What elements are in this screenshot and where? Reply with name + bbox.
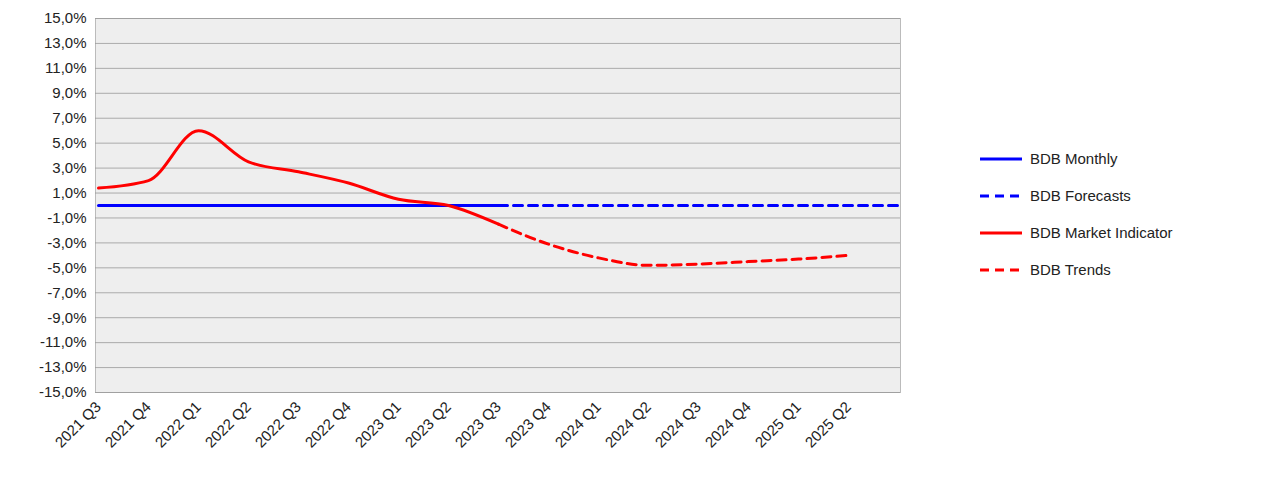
svg-text:9,0%: 9,0% <box>52 84 86 101</box>
svg-text:2022 Q4: 2022 Q4 <box>301 398 354 451</box>
svg-text:7,0%: 7,0% <box>52 109 86 126</box>
svg-text:15,0%: 15,0% <box>44 9 87 26</box>
svg-text:-9,0%: -9,0% <box>47 309 86 326</box>
html-text:BDB Monthly: BDB Monthly <box>1030 150 1118 167</box>
svg-text:-7,0%: -7,0% <box>47 284 86 301</box>
svg-text:2022 Q1: 2022 Q1 <box>151 398 204 451</box>
svg-text:2023 Q1: 2023 Q1 <box>351 398 404 451</box>
svg-text:2023 Q4: 2023 Q4 <box>501 398 554 451</box>
svg-text:-3,0%: -3,0% <box>47 234 86 251</box>
svg-text:-5,0%: -5,0% <box>47 259 86 276</box>
svg-text:11,0%: 11,0% <box>45 59 86 76</box>
svg-text:-13,0%: -13,0% <box>39 358 87 375</box>
svg-text:3,0%: 3,0% <box>52 159 86 176</box>
svg-text:2023 Q3: 2023 Q3 <box>451 398 504 451</box>
svg-text:-15,0%: -15,0% <box>39 383 87 400</box>
svg-text:13,0%: 13,0% <box>44 34 87 51</box>
svg-text:1,0%: 1,0% <box>52 184 86 201</box>
svg-text:2024 Q2: 2024 Q2 <box>601 398 654 451</box>
svg-text:2025 Q2: 2025 Q2 <box>801 398 854 451</box>
html-text:BDB Market Indicator: BDB Market Indicator <box>1030 224 1173 241</box>
svg-text:5,0%: 5,0% <box>52 134 86 151</box>
svg-text:2021 Q4: 2021 Q4 <box>101 398 154 451</box>
svg-text:2023 Q2: 2023 Q2 <box>401 398 454 451</box>
html-text:BDB Forecasts: BDB Forecasts <box>1030 187 1131 204</box>
svg-text:2024 Q1: 2024 Q1 <box>551 398 604 451</box>
svg-text:2022 Q3: 2022 Q3 <box>251 398 304 451</box>
svg-text:2022 Q2: 2022 Q2 <box>201 398 254 451</box>
html-text:BDB Trends: BDB Trends <box>1030 261 1111 278</box>
svg-text:2021 Q3: 2021 Q3 <box>51 398 104 451</box>
svg-text:2025 Q1: 2025 Q1 <box>751 398 804 451</box>
svg-text:2024 Q3: 2024 Q3 <box>651 398 704 451</box>
svg-text:2024 Q4: 2024 Q4 <box>701 398 754 451</box>
svg-text:-1,0%: -1,0% <box>47 209 86 226</box>
svg-text:-11,0%: -11,0% <box>40 333 86 350</box>
